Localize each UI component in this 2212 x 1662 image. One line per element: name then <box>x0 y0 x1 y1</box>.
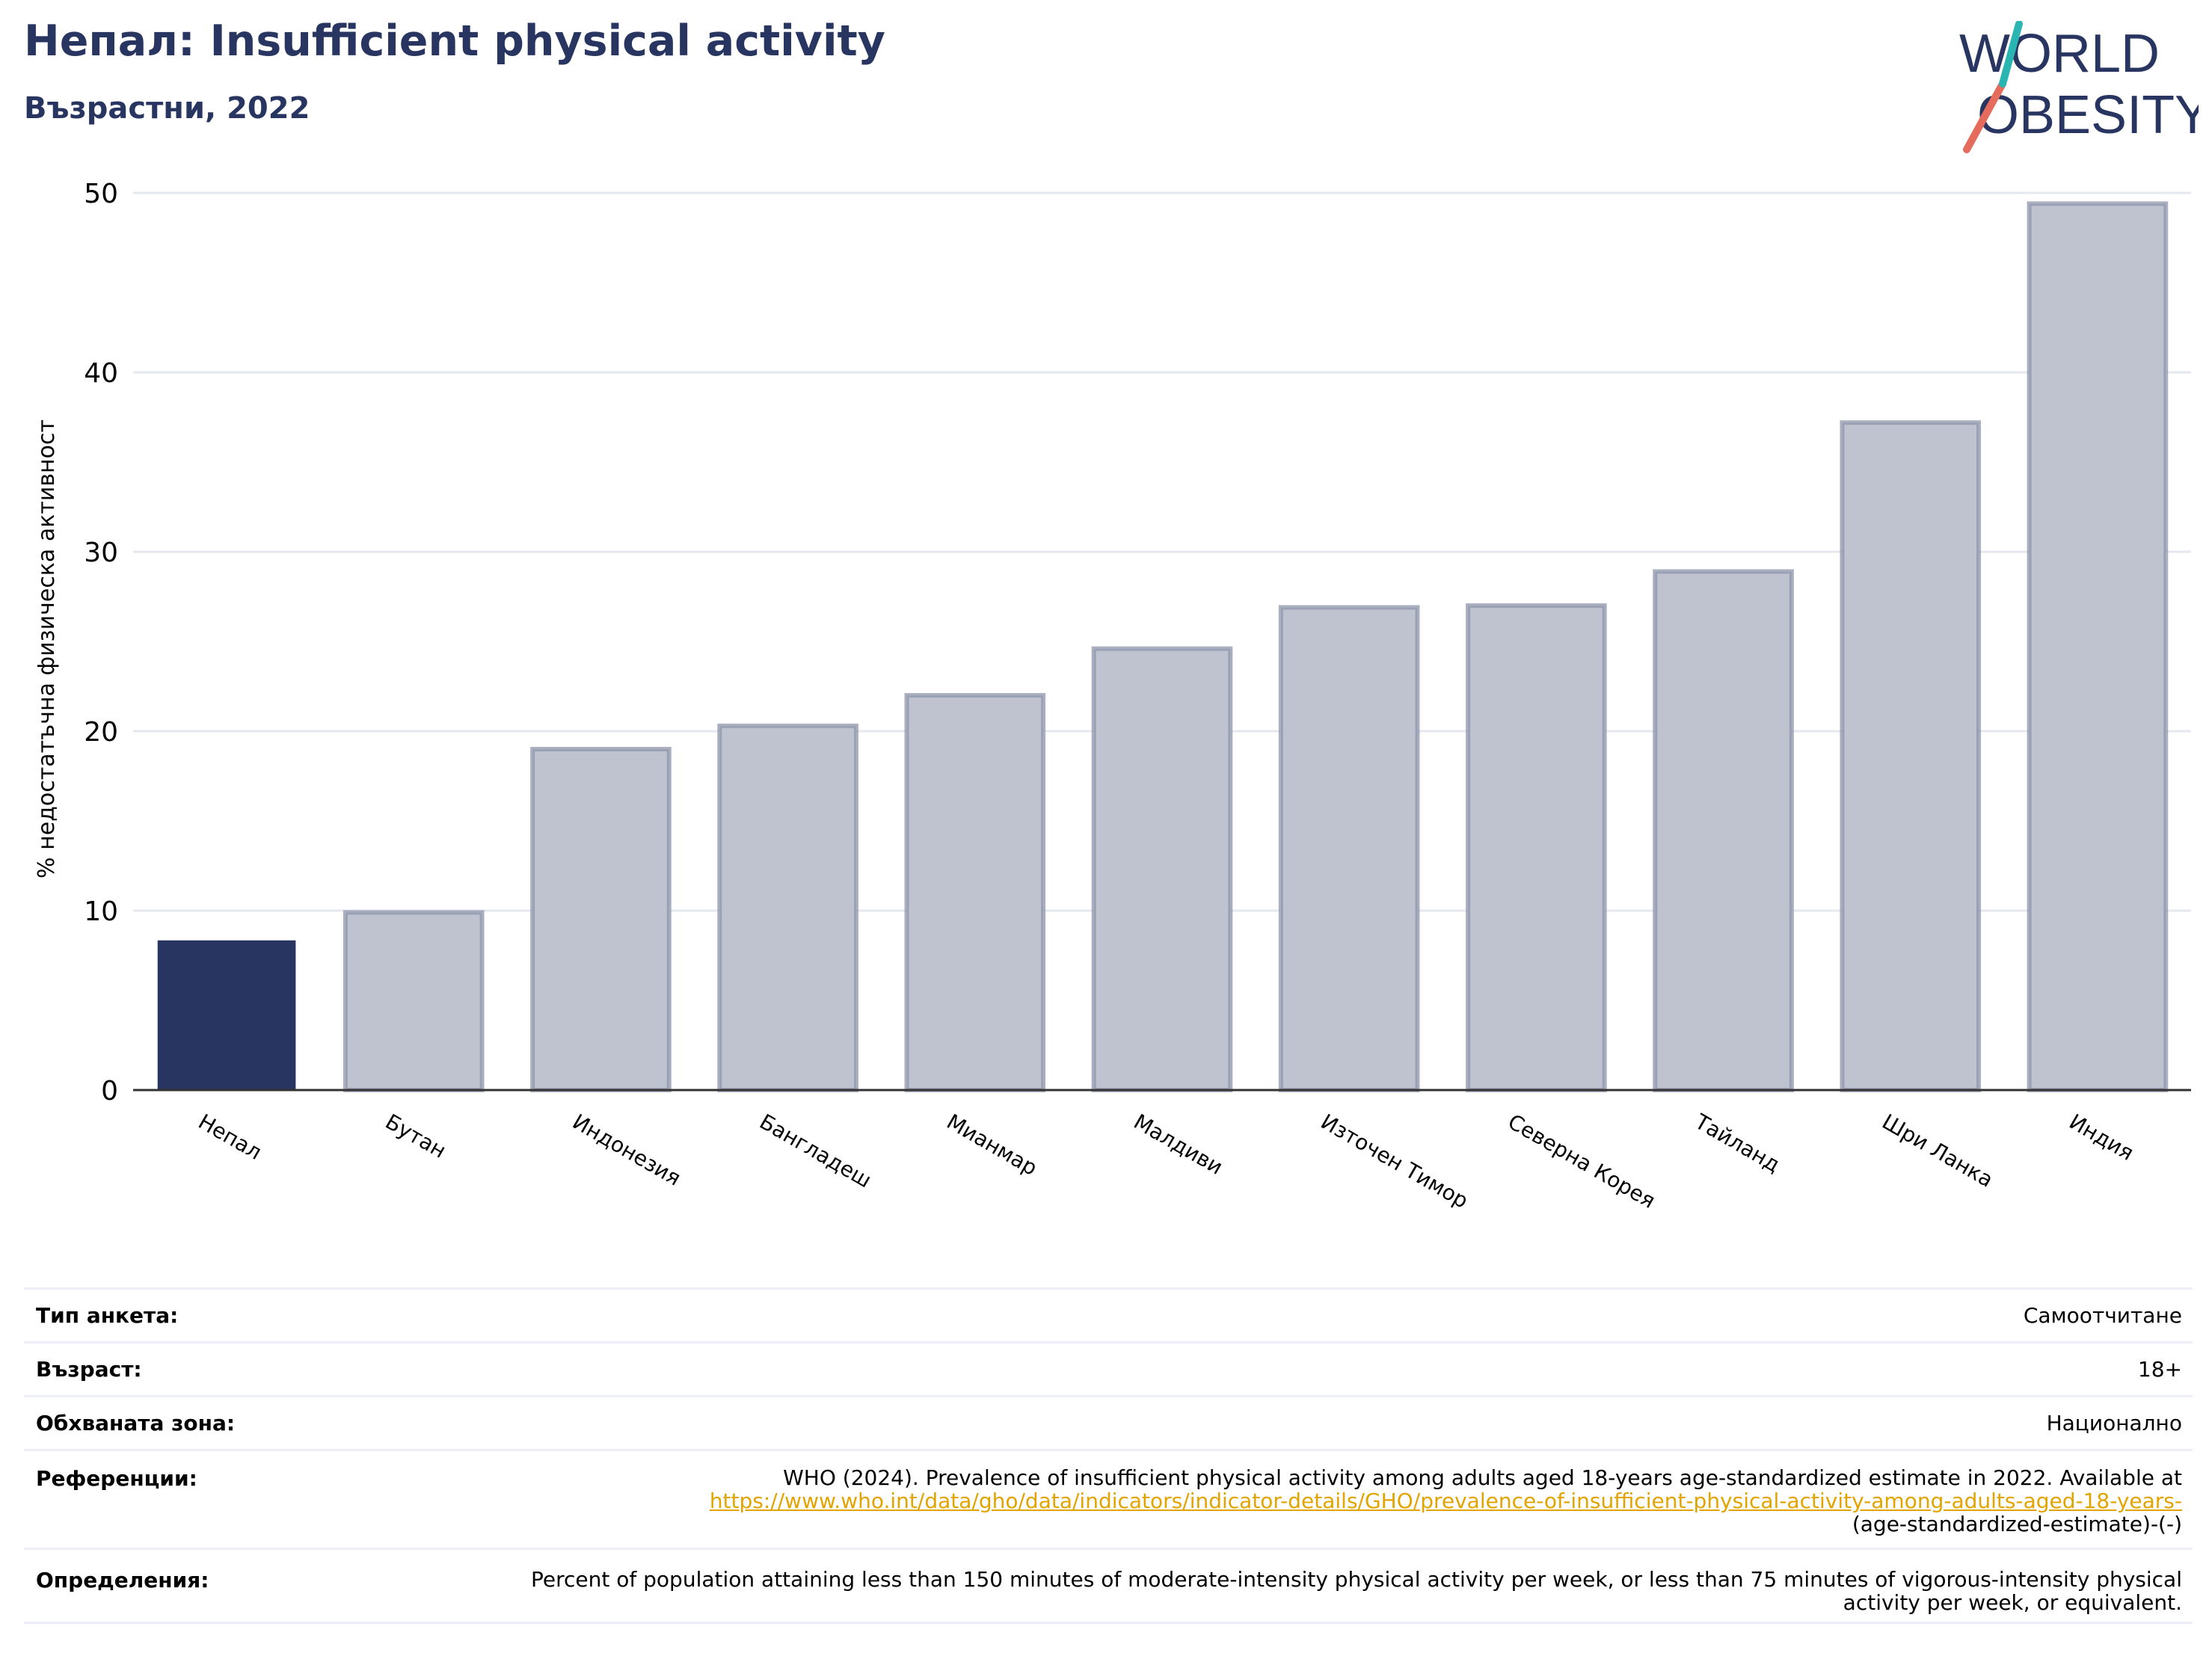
x-tick-label: Северна Корея <box>1504 1109 1659 1213</box>
y-axis-label: % недостатъчна физическа активност <box>34 419 60 878</box>
y-tick-label: 0 <box>101 1076 118 1107</box>
info-value: 18+ <box>2137 1357 2182 1382</box>
x-tick-label: Индия <box>2065 1109 2138 1165</box>
bar <box>904 693 1046 1092</box>
reference-text: WHO (2024). Prevalence of insufficient p… <box>783 1465 2182 1490</box>
logo-slash-red <box>1963 80 2006 153</box>
info-value: Percent of population attaining less tha… <box>531 1567 2182 1615</box>
x-tick-label: Тайланд <box>1690 1109 1784 1178</box>
bar <box>2027 201 2169 1092</box>
info-label: Референции: <box>36 1466 197 1491</box>
reference-text-cont: (age-standardized-estimate)-(-) <box>1852 1512 2182 1536</box>
info-value: Национално <box>2046 1411 2182 1435</box>
bar <box>1278 605 1420 1092</box>
info-row-age: Възраст: 18+ <box>24 1341 2193 1395</box>
bar <box>1840 420 1982 1092</box>
x-tick-label: Източен Тимор <box>1317 1109 1472 1213</box>
info-label: Тип анкета: <box>36 1303 179 1328</box>
x-tick-label: Бутан <box>381 1109 450 1163</box>
chart-subtitle: Възрастни, 2022 <box>24 91 310 126</box>
info-label: Определения: <box>36 1568 209 1592</box>
bar <box>530 747 672 1092</box>
info-label: Възраст: <box>36 1357 142 1382</box>
bar <box>157 940 296 1092</box>
y-tick-label: 40 <box>84 358 118 389</box>
logo-slash-teal <box>1999 21 2023 87</box>
x-tick-label: Мианмар <box>942 1109 1041 1181</box>
x-tick-label: Индонезия <box>568 1109 685 1190</box>
bar <box>1466 603 1607 1092</box>
info-label: Обхваната зона: <box>36 1411 236 1435</box>
bar <box>1091 646 1233 1092</box>
bar <box>342 910 485 1093</box>
info-value: Самоотчитане <box>2023 1303 2182 1328</box>
chart-title: Непал: Insufficient physical activity <box>24 16 885 66</box>
info-row-coverage: Обхваната зона: Национално <box>24 1395 2193 1449</box>
x-tick-label: Бангладеш <box>755 1109 876 1192</box>
bar <box>1653 569 1794 1092</box>
info-row-survey-type: Тип анкета: Самоотчитане <box>24 1287 2193 1341</box>
logo-line-1: WORLD <box>1959 24 2160 84</box>
x-tick-label: Непал <box>194 1109 266 1164</box>
y-tick-label: 50 <box>84 179 118 209</box>
info-row-references: Референции: WHO (2024). Prevalence of in… <box>24 1449 2193 1548</box>
y-tick-label: 10 <box>84 896 118 927</box>
y-tick-label: 30 <box>84 538 118 568</box>
info-table: Тип анкета: Самоотчитане Възраст: 18+ Об… <box>24 1287 2193 1624</box>
x-tick-label: Малдиви <box>1130 1109 1227 1179</box>
info-row-definitions: Определения: Percent of population attai… <box>24 1548 2193 1624</box>
x-tick-label: Шри Ланка <box>1878 1109 1997 1192</box>
reference-link[interactable]: https://www.who.int/data/gho/data/indica… <box>709 1489 2182 1513</box>
world-obesity-logo: WORLD OBESITY <box>1959 21 2199 153</box>
bar <box>717 723 858 1092</box>
bar-chart: 0 10 20 30 40 50 % недостатъчна физическа акти… <box>34 179 2191 1213</box>
y-tick-label: 20 <box>84 717 118 748</box>
logo-line-2: OBESITY <box>1977 85 2199 145</box>
info-value: WHO (2024). Prevalence of insufficient p… <box>710 1466 2193 1548</box>
